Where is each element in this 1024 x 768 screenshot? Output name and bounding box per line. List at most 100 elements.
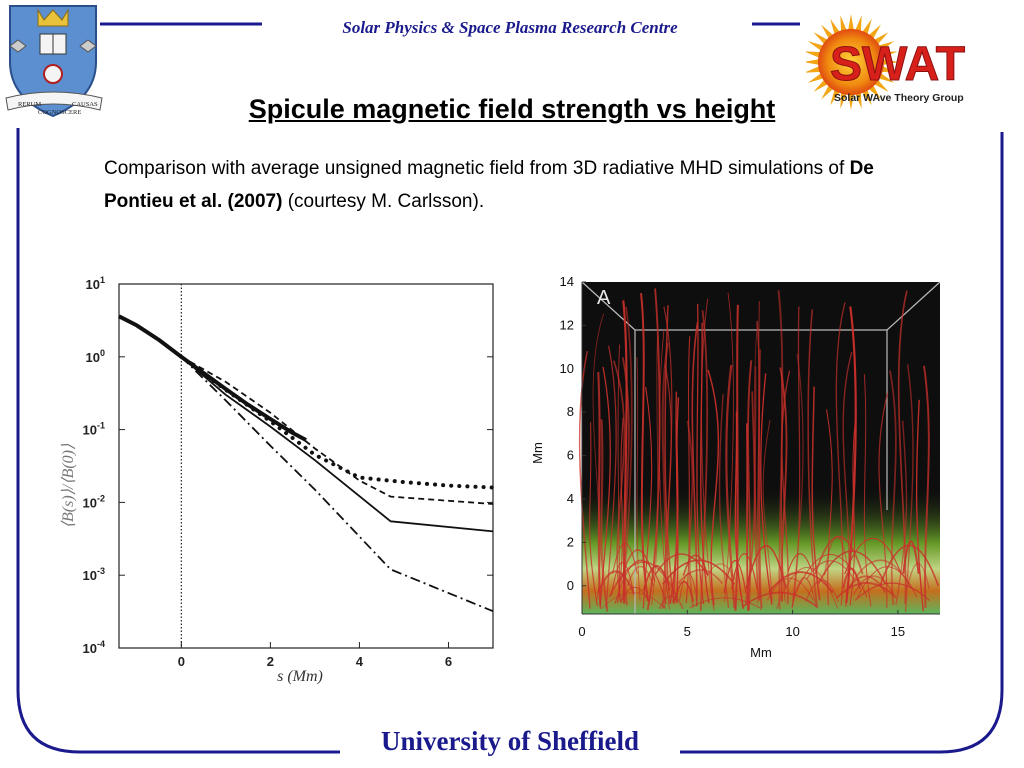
sun-ray-icon xyxy=(882,59,899,65)
crest-motto-left: RERUM xyxy=(18,101,41,108)
plot-frame xyxy=(118,283,494,649)
mhd-simulation-image: A 14 12 10 8 6 4 2 0 0 5 10 15 Mm Mm xyxy=(530,274,941,660)
x-axis-label: Mm xyxy=(750,645,772,660)
sun-ray-icon xyxy=(868,85,881,100)
y-tick-label: 6 xyxy=(567,448,574,463)
y-axis-label: ⟨B(s)⟩/⟨B(0)⟩ xyxy=(60,443,77,528)
field-line xyxy=(780,373,786,602)
field-loop xyxy=(682,554,709,576)
sun-ray-icon xyxy=(806,51,821,58)
field-loop xyxy=(902,540,920,574)
series-dash-dot xyxy=(180,356,494,613)
sun-ray-icon xyxy=(855,92,862,109)
sun-ray-icon xyxy=(878,73,895,83)
field-loop xyxy=(836,582,897,599)
slide-body-text: Comparison with average unsigned magneti… xyxy=(104,152,924,218)
field-line xyxy=(849,417,856,606)
field-loop xyxy=(642,565,671,591)
sun-ray-icon xyxy=(874,32,889,45)
series-dotted xyxy=(179,354,495,490)
sun-ray-icon xyxy=(807,41,824,51)
field-line xyxy=(600,419,609,612)
x-tick-label: 10 xyxy=(785,624,799,639)
field-loop xyxy=(597,570,635,594)
field-strength-chart: 0 2 4 6 101 100 10-1 10-2 10-3 10-4 s (Mm) ⟨B(s)⟩… xyxy=(60,275,495,685)
field-line xyxy=(718,394,730,608)
sun-ray-icon xyxy=(881,51,898,58)
field-line xyxy=(699,310,709,612)
field-line xyxy=(747,360,753,611)
field-line xyxy=(664,305,676,605)
field-loop xyxy=(847,559,913,590)
crest-motto-center: COGNOSCERE xyxy=(38,109,81,116)
y-tick-label: 14 xyxy=(560,274,574,289)
sun-ray-icon xyxy=(807,73,824,83)
field-loop xyxy=(805,560,855,580)
field-loop xyxy=(689,597,761,609)
sun-ray-icon xyxy=(830,18,840,35)
field-line xyxy=(758,300,760,601)
field-line xyxy=(792,353,804,602)
sun-ray-icon xyxy=(878,41,895,51)
series-dashed xyxy=(180,356,494,505)
box-outline xyxy=(581,281,941,614)
y-tick-label: 10 xyxy=(560,361,574,376)
field-line xyxy=(707,369,720,606)
sun-ray-icon xyxy=(840,92,847,109)
sun-ray-icon xyxy=(848,93,854,110)
field-loop xyxy=(768,571,834,594)
field-loop xyxy=(787,553,813,572)
field-line xyxy=(605,345,617,609)
field-line xyxy=(897,290,908,604)
field-line xyxy=(640,293,650,602)
body-citation: De Pontieu et al. (2007) xyxy=(104,158,874,212)
field-loop xyxy=(879,544,940,587)
field-line xyxy=(915,399,924,612)
series-thick-solid xyxy=(118,314,307,442)
field-loop xyxy=(677,569,724,585)
y-tick-label: 8 xyxy=(567,404,574,419)
x-tick-label: 0 xyxy=(578,624,585,639)
field-loop xyxy=(852,575,895,596)
field-line xyxy=(923,365,930,608)
x-tick-label: 15 xyxy=(891,624,905,639)
field-loop xyxy=(600,592,667,610)
field-line xyxy=(599,366,611,609)
field-line xyxy=(734,304,739,611)
field-line xyxy=(760,373,773,605)
sun-ray-icon xyxy=(813,79,828,92)
slide-title: Spicule magnetic field strength vs heigh… xyxy=(248,94,776,124)
y-tick-label: 101 xyxy=(86,275,105,292)
field-loop xyxy=(723,560,747,594)
field-line xyxy=(578,350,591,609)
university-crest-logo: RERUM COGNOSCERE CAUSAS xyxy=(5,5,103,118)
y-tick-label: 4 xyxy=(567,491,574,506)
field-line xyxy=(734,411,744,609)
x-axis-label: s (Mm) xyxy=(277,668,323,685)
field-loop xyxy=(844,537,902,575)
sun-ray-icon xyxy=(840,15,847,32)
y-tick-label: 0 xyxy=(567,578,574,593)
field-line xyxy=(589,422,598,607)
field-line xyxy=(762,419,773,602)
field-loop xyxy=(610,562,635,596)
sun-ray-icon xyxy=(855,15,862,32)
field-loop xyxy=(730,553,758,590)
x-tick-label: 4 xyxy=(356,654,364,669)
university-name: University of Sheffield xyxy=(381,726,639,756)
field-line xyxy=(889,370,897,605)
y-tick-label: 10-3 xyxy=(83,566,105,583)
field-line xyxy=(758,349,762,611)
field-loop xyxy=(626,565,655,587)
field-loop xyxy=(619,549,656,582)
sun-ray-icon xyxy=(821,24,834,39)
y-tick-label: 10-2 xyxy=(83,493,105,510)
field-line xyxy=(791,306,801,609)
x-tick-label: 5 xyxy=(684,624,691,639)
swat-subtitle: Solar WAve Theory Group xyxy=(834,92,964,104)
field-line xyxy=(672,420,679,603)
field-line xyxy=(878,392,889,608)
series-solid xyxy=(180,356,494,533)
crest-motto-right: CAUSAS xyxy=(72,101,98,108)
x-tick-label: 0 xyxy=(178,654,185,669)
